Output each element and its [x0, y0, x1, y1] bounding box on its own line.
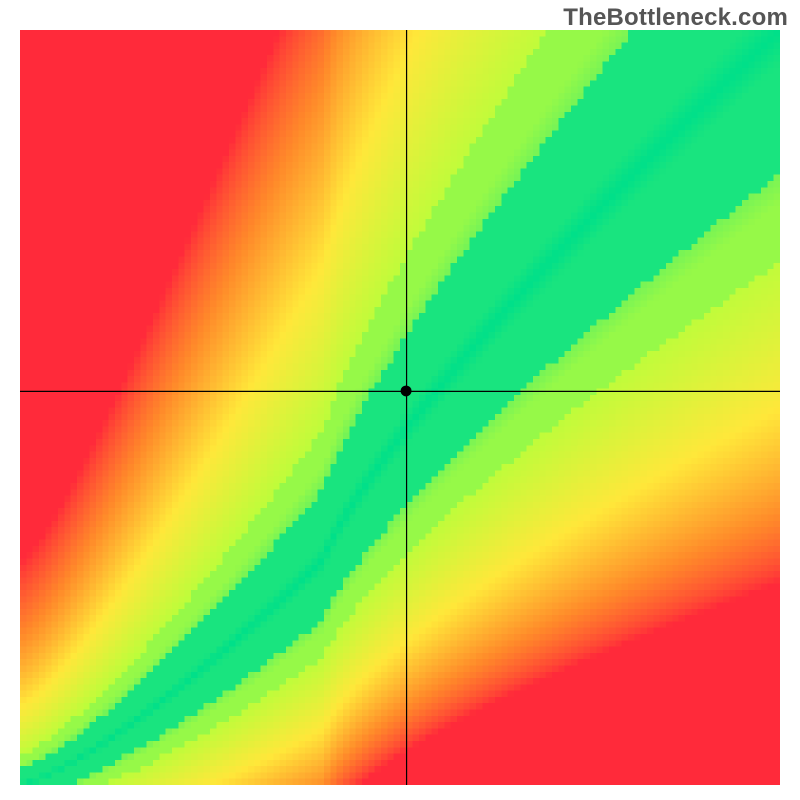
overlay-canvas [20, 30, 780, 785]
watermark-text: TheBottleneck.com [563, 4, 788, 32]
chart-container: TheBottleneck.com [0, 0, 800, 800]
